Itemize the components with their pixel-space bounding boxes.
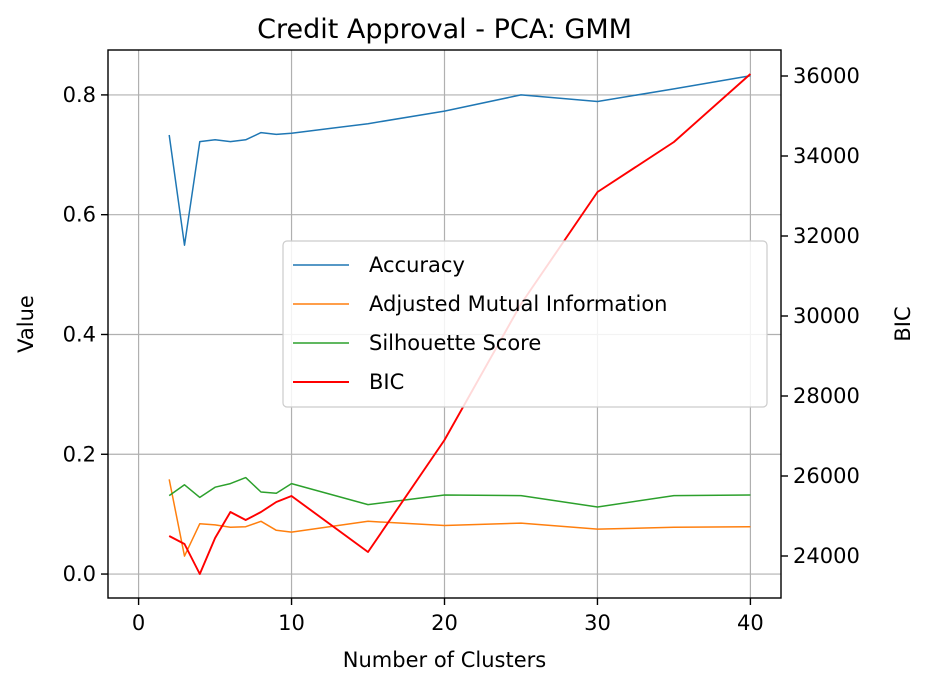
x-tick-label: 20 [431, 611, 458, 635]
legend-label: Accuracy [369, 253, 465, 277]
series-line-bic [168, 73, 752, 575]
y2-tick-label: 36000 [793, 64, 860, 88]
x-tick-label: 10 [278, 611, 305, 635]
y-tick-label: 0.0 [63, 562, 96, 586]
legend-label: Silhouette Score [369, 331, 541, 355]
y2-tick-label: 30000 [793, 304, 860, 328]
y-tick-label: 0.2 [63, 442, 96, 466]
series-line-silhouette-score [168, 476, 751, 508]
series-lines [168, 73, 752, 575]
axis-ticks: 0 10 20 30 40 0.0 0.2 0.4 0.6 0.8 24000 26000 28000 3… [63, 64, 860, 635]
y-tick-label: 0.8 [63, 83, 96, 107]
series-line-adjusted-mutual-information [168, 479, 751, 557]
chart-title: Credit Approval - PCA: GMM [257, 14, 632, 45]
series-line-accuracy [168, 75, 751, 246]
y2-tick-label: 32000 [793, 224, 860, 248]
y2-tick-label: 28000 [793, 384, 860, 408]
legend-label: BIC [369, 370, 404, 394]
y-tick-label: 0.6 [63, 203, 96, 227]
y2-axis-label: BIC [891, 306, 915, 341]
x-tick-label: 40 [737, 611, 764, 635]
y2-tick-label: 26000 [793, 464, 860, 488]
y2-tick-label: 34000 [793, 144, 860, 168]
legend-box [282, 240, 768, 408]
y-axis-label: Value [14, 295, 38, 353]
legend: Accuracy Adjusted Mutual Information Silho… [282, 240, 768, 408]
y2-tick-label: 24000 [793, 544, 860, 568]
y-tick-label: 0.4 [63, 322, 96, 346]
x-tick-label: 0 [132, 611, 145, 635]
x-axis-label: Number of Clusters [343, 648, 546, 672]
x-tick-label: 30 [584, 611, 611, 635]
legend-label: Adjusted Mutual Information [369, 292, 667, 316]
